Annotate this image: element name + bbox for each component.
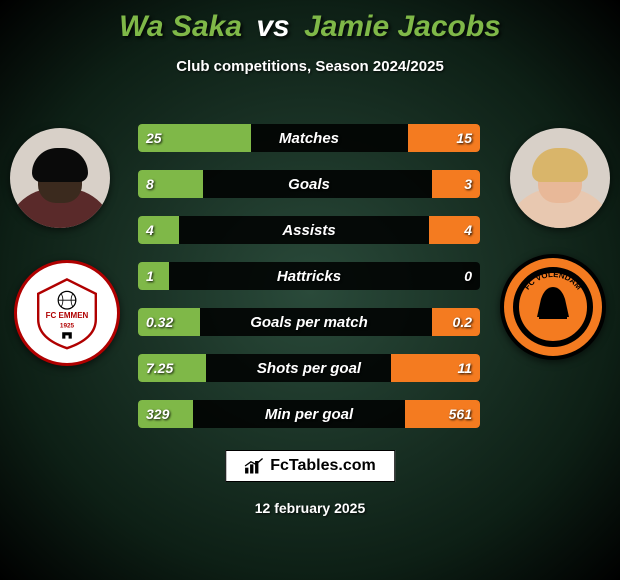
footer-date: 12 february 2025: [0, 500, 620, 516]
stat-label: Min per goal: [138, 400, 480, 428]
stat-label: Matches: [138, 124, 480, 152]
stat-value-left: 329: [138, 400, 177, 428]
stat-value-left: 1: [138, 262, 162, 290]
stat-row: Shots per goal7.25 11: [138, 354, 480, 382]
comparison-title: Wa Saka vs Jamie Jacobs: [0, 0, 620, 44]
stat-label: Shots per goal: [138, 354, 480, 382]
chart-icon: [244, 457, 264, 475]
stat-label: Hattricks: [138, 262, 480, 290]
site-badge: FcTables.com: [225, 450, 395, 482]
svg-text:FC EMMEN: FC EMMEN: [46, 311, 89, 320]
stat-value-left: 7.25: [138, 354, 181, 382]
vs-text: vs: [256, 10, 289, 43]
stat-row: Assists4 4: [138, 216, 480, 244]
svg-text:1925: 1925: [60, 322, 75, 329]
stat-value-left: 8: [138, 170, 162, 198]
stat-value-right: 4: [456, 216, 480, 244]
stat-value-right: 15: [448, 124, 480, 152]
stat-label: Assists: [138, 216, 480, 244]
player1-avatar: [10, 128, 110, 228]
subtitle: Club competitions, Season 2024/2025: [0, 58, 620, 75]
stat-row: Hattricks1 0: [138, 262, 480, 290]
stat-row: Min per goal329 561: [138, 400, 480, 428]
player1-name: Wa Saka: [119, 10, 242, 43]
stat-value-left: 0.32: [138, 308, 181, 336]
player2-name: Jamie Jacobs: [304, 10, 501, 43]
stat-label: Goals: [138, 170, 480, 198]
stat-value-right: 561: [441, 400, 480, 428]
stats-bars: Matches25 15 Goals8 3 Assists4 4 Hattricks1 0 Go…: [138, 124, 480, 446]
stat-value-right: 11: [449, 354, 480, 382]
player2-club-crest: FC VOLENDAM: [500, 254, 606, 360]
stat-row: Goals per match0.32 0.2: [138, 308, 480, 336]
stat-value-right: 0.2: [445, 308, 480, 336]
player2-avatar: [510, 128, 610, 228]
player1-club-crest: FC EMMEN 1925: [14, 260, 120, 366]
stat-value-left: 4: [138, 216, 162, 244]
stat-row: Matches25 15: [138, 124, 480, 152]
stat-row: Goals8 3: [138, 170, 480, 198]
stat-value-left: 25: [138, 124, 170, 152]
stat-label: Goals per match: [138, 308, 480, 336]
stat-value-right: 3: [456, 170, 480, 198]
site-name: FcTables.com: [270, 457, 376, 475]
stat-value-right: 0: [456, 262, 480, 290]
